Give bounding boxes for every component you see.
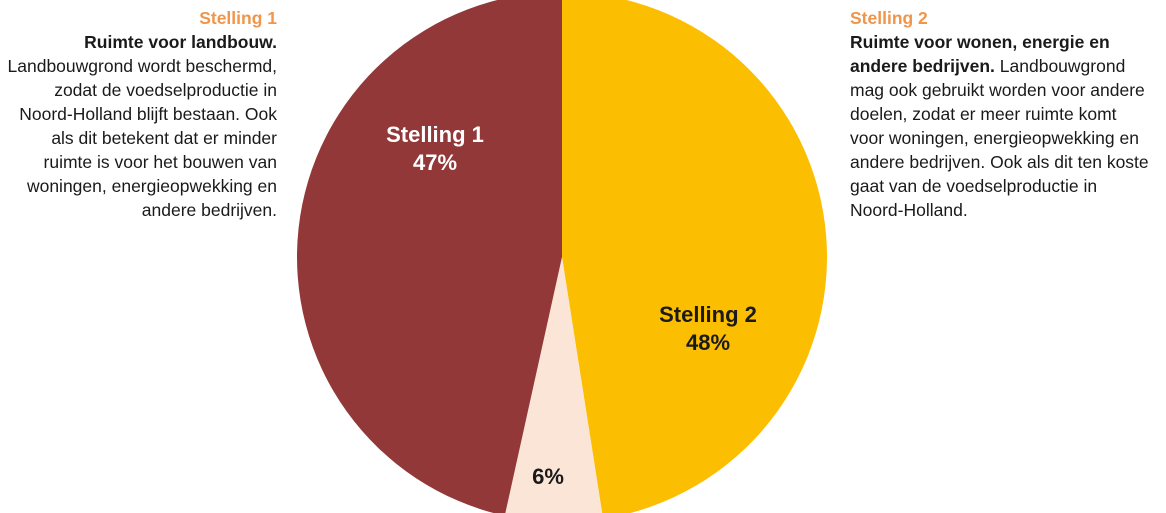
stelling-2-heading: Stelling 2 [850, 8, 928, 28]
stelling-1-description: Ruimte voor landbouw. Landbouwgrond word… [6, 30, 277, 222]
slice-label-name-2: Stelling 2 [659, 302, 757, 327]
stelling-2-bold-title: Ruimte voor wonen, energie en andere bed… [850, 32, 1110, 76]
pie-slice-other [505, 257, 603, 513]
slice-label-value-1: 47% [413, 150, 457, 175]
slice-label-value-3: 6% [532, 464, 564, 489]
stelling-1-body: Landbouwgrond wordt beschermd, zodat de … [7, 56, 277, 220]
stelling-2-panel: Stelling 2 Ruimte voor wonen, energie en… [850, 6, 1150, 222]
pie-slice-stelling-1 [297, 0, 562, 513]
stelling-1-heading: Stelling 1 [199, 8, 277, 28]
slice-label-name-1: Stelling 1 [386, 122, 484, 147]
stelling-1-bold-title: Ruimte voor landbouw. [84, 32, 277, 52]
stelling-1-panel: Stelling 1 Ruimte voor landbouw. Landbou… [6, 6, 277, 222]
pie-slice-stelling-2 [562, 0, 828, 513]
pie-labels: Stelling 1 47% Stelling 2 48% 6% [386, 122, 757, 489]
stelling-2-description: Ruimte voor wonen, energie en andere bed… [850, 30, 1150, 222]
stelling-2-body: Landbouwgrond mag ook gebruikt worden vo… [850, 56, 1149, 220]
slice-label-value-2: 48% [686, 330, 730, 355]
pie-slices [297, 0, 828, 513]
